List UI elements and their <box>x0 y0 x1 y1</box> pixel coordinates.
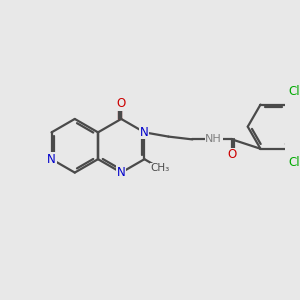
Text: Cl: Cl <box>288 156 299 169</box>
Text: NH: NH <box>205 134 222 144</box>
Text: N: N <box>140 126 149 139</box>
Text: O: O <box>117 97 126 110</box>
Text: N: N <box>117 166 126 179</box>
Text: CH₃: CH₃ <box>150 163 170 173</box>
Text: Cl: Cl <box>288 85 299 98</box>
Text: N: N <box>47 153 56 166</box>
Text: O: O <box>227 148 237 161</box>
